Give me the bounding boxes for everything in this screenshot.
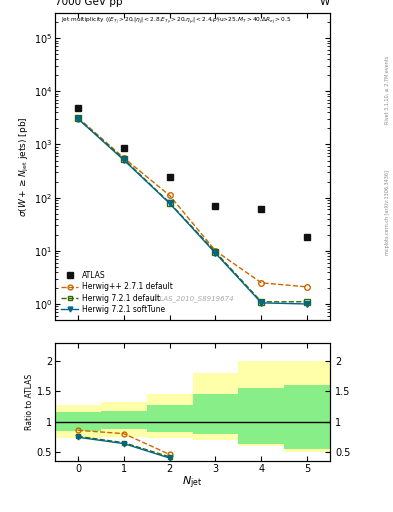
Text: Rivet 3.1.10, ≥ 2.7M events: Rivet 3.1.10, ≥ 2.7M events xyxy=(385,55,389,124)
Text: W: W xyxy=(320,0,330,7)
Text: ATLAS_2010_S8919674: ATLAS_2010_S8919674 xyxy=(151,295,234,302)
Legend: ATLAS, Herwig++ 2.7.1 default, Herwig 7.2.1 default, Herwig 7.2.1 softTune: ATLAS, Herwig++ 2.7.1 default, Herwig 7.… xyxy=(59,269,175,316)
Text: Jet multiplicity (($E_{T_j}>$20,$|\eta_j|<$2.8,$E_{T_\mu}>$20,$\eta_\mu|<$2.4,$p: Jet multiplicity (($E_{T_j}>$20,$|\eta_j… xyxy=(61,16,291,27)
Text: 7000 GeV pp: 7000 GeV pp xyxy=(55,0,123,7)
Y-axis label: Ratio to ATLAS: Ratio to ATLAS xyxy=(25,374,34,430)
Y-axis label: $\sigma(W + \geq N_{\rm jet}$ jets) [pb]: $\sigma(W + \geq N_{\rm jet}$ jets) [pb] xyxy=(18,116,31,217)
Text: mcplots.cern.ch [arXiv:1306.3436]: mcplots.cern.ch [arXiv:1306.3436] xyxy=(385,170,389,255)
X-axis label: $N_{\rm jet}$: $N_{\rm jet}$ xyxy=(182,475,203,492)
